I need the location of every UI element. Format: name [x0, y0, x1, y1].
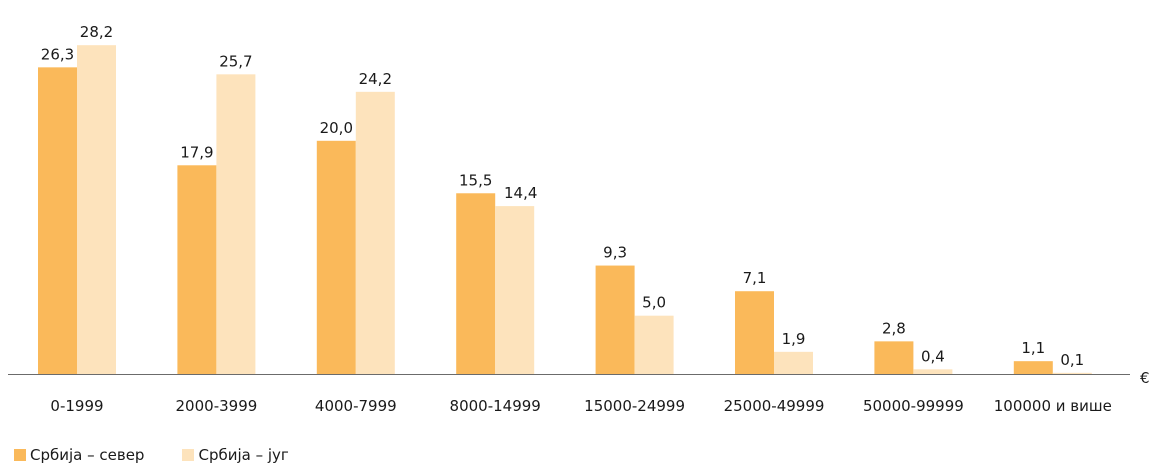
data-label-south-0: 28,2 — [80, 23, 113, 41]
bar-north-4 — [595, 265, 635, 374]
data-label-south-4: 5,0 — [642, 294, 666, 312]
x-tick-label-5: 25000-49999 — [724, 397, 825, 415]
x-tick-label-7: 100000 и више — [994, 397, 1112, 415]
legend: Србија – север Србија – југ — [14, 446, 289, 464]
data-label-south-3: 14,4 — [504, 184, 537, 202]
bar-south-7 — [1052, 372, 1092, 374]
data-label-south-1: 25,7 — [219, 52, 252, 70]
data-label-north-7: 1,1 — [1021, 339, 1045, 357]
bar-north-0 — [38, 67, 77, 374]
data-label-south-2: 24,2 — [359, 70, 392, 88]
bar-south-0 — [77, 45, 116, 375]
data-label-south-5: 1,9 — [782, 330, 806, 348]
bar-south-4 — [634, 315, 674, 374]
legend-label-north: Србија – север — [30, 446, 145, 464]
bar-north-5 — [735, 291, 774, 374]
x-tick-label-4: 15000-24999 — [584, 397, 685, 415]
bar-south-3 — [495, 206, 535, 374]
legend-item-south: Србија – југ — [182, 446, 289, 464]
bar-north-3 — [456, 193, 496, 374]
data-label-south-6: 0,4 — [921, 347, 945, 365]
legend-label-south: Србија – југ — [198, 446, 289, 464]
bar-north-7 — [1013, 361, 1053, 374]
x-tick-label-2: 4000-7999 — [315, 397, 397, 415]
bar-south-2 — [355, 91, 395, 374]
data-label-north-1: 17,9 — [180, 143, 213, 161]
bar-south-1 — [216, 74, 256, 374]
data-label-north-0: 26,3 — [41, 45, 74, 63]
bar-south-6 — [913, 369, 953, 374]
data-label-north-6: 2,8 — [882, 319, 906, 337]
data-label-north-2: 20,0 — [320, 119, 353, 137]
x-tick-label-6: 50000-99999 — [863, 397, 964, 415]
legend-swatch-north — [14, 449, 26, 461]
bar-north-6 — [874, 341, 914, 374]
data-label-north-5: 7,1 — [743, 269, 767, 287]
axis-unit-label: € — [1140, 369, 1150, 387]
x-tick-label-3: 8000-14999 — [450, 397, 541, 415]
bar-north-2 — [316, 140, 356, 374]
bar-north-1 — [177, 165, 217, 374]
legend-item-north: Србија – север — [14, 446, 144, 464]
bar-south-5 — [774, 351, 813, 374]
data-label-south-7: 0,1 — [1060, 351, 1084, 369]
data-label-north-4: 9,3 — [603, 244, 627, 262]
x-tick-label-1: 2000-3999 — [176, 397, 258, 415]
legend-swatch-south — [182, 449, 195, 461]
x-tick-label-0: 0-1999 — [50, 397, 103, 415]
data-label-north-3: 15,5 — [459, 171, 492, 189]
